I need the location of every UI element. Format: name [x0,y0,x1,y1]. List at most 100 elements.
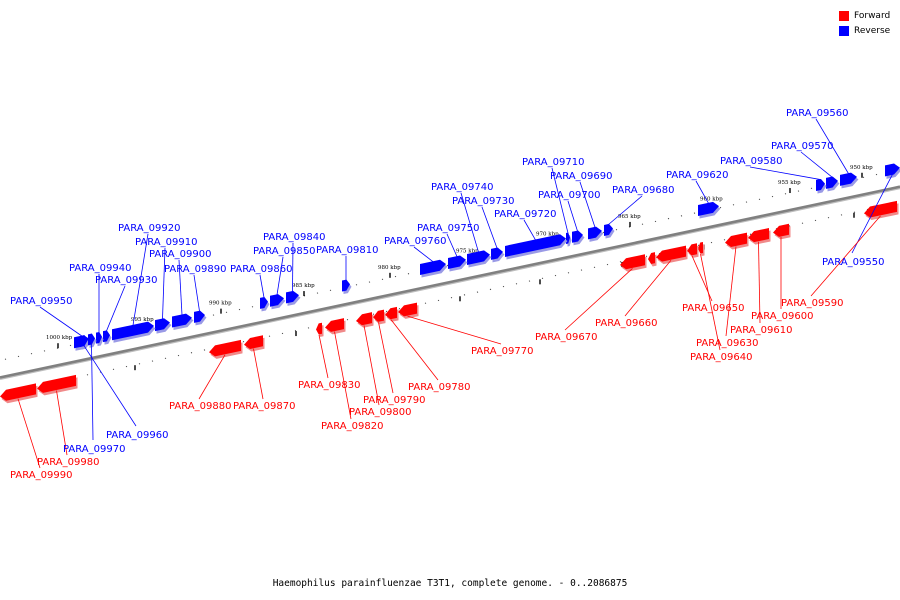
gene-para-09890 [194,310,207,326]
minor-tick-bottom [723,239,726,241]
minor-tick-bottom [697,244,700,246]
gene-para-09550 [885,163,900,179]
gene-para-09960-arrow [80,335,88,348]
gene-label: PARA_09760 [384,236,446,247]
minor-tick-top [4,358,7,360]
gene-para-09710 [566,232,572,247]
gene-label: PARA_09900 [149,249,211,260]
gene-label: PARA_09700 [538,190,600,201]
leader-line [523,219,536,241]
gene-para-09550-arrow [885,163,900,177]
gene-para-09880-arrow [209,339,241,357]
leader-line [276,256,284,295]
tick-label: 950 kbp [850,165,873,171]
gene-label: PARA_09750 [417,223,479,234]
gene-para-09990 [0,383,38,404]
genome-backbone [0,185,900,379]
label-layer: PARA_09560 PARA_09570 PARA_09580 PARA_09620… [10,108,884,481]
gene-para-09600 [773,223,791,240]
gene-label: PARA_09870 [233,401,295,412]
leader-line [725,246,737,337]
leader-line [758,241,761,324]
gene-para-09940-arrow [96,331,102,344]
leader-line [193,274,200,312]
minor-tick-top [680,215,683,217]
gene-para-09640-arrow [698,241,703,254]
gene-para-09900 [172,313,194,331]
gene-label: PARA_09600 [751,311,813,322]
leader-line [91,344,94,441]
gene-label: PARA_09780 [408,382,470,393]
minor-tick-top [69,344,72,347]
minor-tick-bottom [489,288,492,291]
minor-tick-top [225,311,228,314]
minor-tick-bottom [502,285,505,288]
backbone-shadow [0,187,900,380]
gene-para-09830 [316,322,324,337]
minor-tick-bottom [515,283,518,285]
leader-line [292,242,294,292]
minor-tick-bottom [424,302,427,304]
gene-para-09760-arrow [420,259,446,275]
gene-label: PARA_09660 [595,318,657,329]
gene-label: PARA_09820 [321,421,383,432]
gene-label: PARA_09860 [230,264,292,275]
gene-para-09910-arrow [155,318,170,332]
minor-tick-bottom [398,307,401,310]
gene-para-09990-arrow [0,383,36,401]
minor-tick-top [654,220,657,223]
minor-tick-bottom [528,280,531,282]
gene-label: PARA_09920 [118,223,180,234]
gene-label: PARA_09940 [69,263,131,274]
minor-tick-bottom [346,318,349,321]
minor-tick-top [745,201,748,203]
leader-layer [17,118,893,469]
gene-para-09800-arrow [356,312,372,326]
gene-para-09680 [604,223,615,239]
minor-tick-top [797,190,800,192]
gene-para-09650 [687,243,699,258]
minor-tick-top [407,273,410,275]
gene-label: PARA_09590 [781,298,843,309]
legend-label-reverse: Reverse [854,25,891,36]
tick-label: 970 kbp [536,231,559,237]
leader-line [700,253,721,351]
gene-label: PARA_09790 [363,395,425,406]
gene-label: PARA_09570 [771,141,833,152]
leader-line [579,181,596,228]
minor-tick-bottom [372,313,375,315]
gene-label: PARA_09550 [822,257,884,268]
minor-tick-top [329,289,332,291]
gene-label: PARA_09890 [164,264,226,275]
gene-para-09650-arrow [687,243,697,256]
leader-line [608,195,643,225]
gene-label: PARA_09630 [696,338,758,349]
gene-para-09730 [491,247,505,263]
gene-label: PARA_09650 [682,303,744,314]
genome-caption: Haemophilus parainfluenzae T3T1, complet… [272,578,628,589]
minor-tick-top [212,314,215,316]
minor-tick-bottom [294,330,297,332]
leader-line [17,398,41,469]
gene-label: PARA_09850 [253,246,315,257]
gene-para-09630-arrow [725,232,747,248]
gene-para-09820-arrow [325,318,344,332]
gene-label: PARA_09610 [730,325,792,336]
minor-tick-bottom [268,335,271,337]
tick-label: 980 kbp [378,265,401,271]
leader-line [407,315,502,345]
leader-line [259,274,265,298]
gene-para-09840-arrow [286,290,299,304]
minor-tick-bottom [801,222,804,224]
tick-label: 955 kbp [778,180,801,186]
leader-line [39,306,83,337]
gene-para-09970 [88,333,97,348]
gene-label: PARA_09720 [494,209,556,220]
gene-label: PARA_09730 [452,196,514,207]
minor-tick-bottom [281,332,284,335]
leader-line [624,259,672,317]
tick-label: 960 kbp [700,197,723,203]
leader-line [132,233,149,326]
tick-label: 975 kbp [456,248,479,254]
